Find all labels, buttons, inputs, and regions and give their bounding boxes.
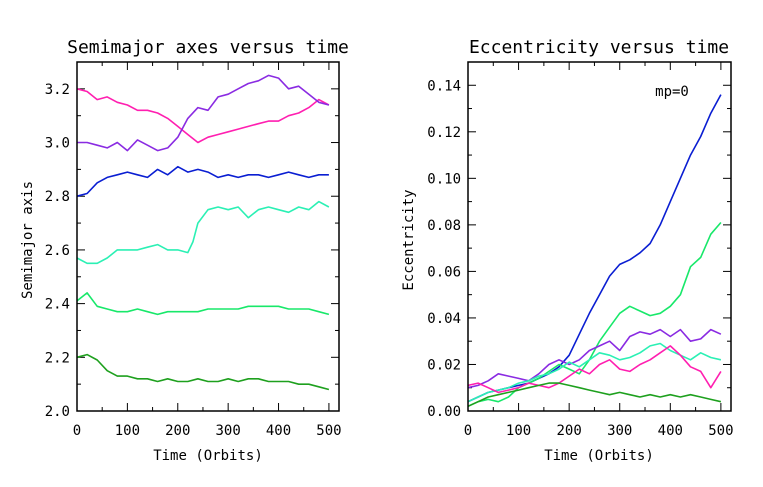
y-tick-label: 0.04	[427, 311, 461, 327]
semimajor-axes-panel: Semimajor axes versus time Time (Orbits)…	[20, 37, 349, 464]
plot-frame	[76, 61, 340, 412]
chart-title: Eccentricity versus time	[469, 37, 729, 58]
y-tick-label: 0.14	[427, 78, 461, 94]
annotation-mp: mp=0	[655, 84, 689, 100]
x-axis-label: Time (Orbits)	[153, 448, 263, 464]
series-line-spring-green	[467, 221, 722, 408]
series-line-green	[76, 353, 330, 391]
y-tick-label: 0.02	[427, 357, 461, 373]
x-tick-label: 500	[316, 423, 341, 439]
x-tick-label: 500	[708, 423, 733, 439]
y-tick-label: 0.06	[427, 264, 461, 280]
x-tick-label: 200	[165, 423, 190, 439]
x-tick-label: 400	[266, 423, 291, 439]
plot-frame	[467, 61, 732, 412]
series-line-magenta	[467, 345, 722, 394]
chart-title: Semimajor axes versus time	[67, 37, 349, 58]
y-axis-label: Semimajor axis	[20, 181, 36, 299]
series-line-magenta	[76, 88, 330, 144]
x-tick-label: 0	[464, 423, 472, 439]
series-line-blue	[76, 165, 329, 197]
y-tick-label: 2.0	[45, 404, 70, 420]
x-tick-label: 100	[506, 423, 531, 439]
x-axis-label: Time (Orbits)	[544, 448, 654, 464]
x-tick-label: 200	[557, 423, 582, 439]
y-tick-label: 0.00	[427, 404, 461, 420]
x-tick-label: 400	[658, 423, 683, 439]
y-tick-label: 0.10	[427, 171, 461, 187]
eccentricity-panel: Eccentricity versus time Time (Orbits) E…	[401, 37, 734, 464]
y-tick-label: 2.2	[45, 350, 70, 366]
series-line-purple	[77, 74, 330, 152]
y-tick-label: 0.08	[427, 218, 461, 234]
series-line-aquamarine	[76, 200, 330, 265]
series-line-spring-green	[76, 292, 330, 316]
y-tick-label: 3.2	[45, 82, 70, 98]
y-tick-label: 2.8	[45, 189, 70, 205]
x-tick-label: 300	[216, 423, 241, 439]
y-axis-label: Eccentricity	[401, 189, 417, 290]
series-line-green	[467, 382, 722, 408]
x-tick-label: 0	[73, 423, 81, 439]
x-tick-label: 300	[607, 423, 632, 439]
series-line-purple	[467, 328, 722, 389]
y-tick-label: 0.12	[427, 125, 461, 141]
x-tick-label: 100	[115, 423, 140, 439]
y-tick-label: 3.0	[45, 136, 70, 152]
y-tick-label: 2.6	[45, 243, 70, 259]
y-tick-label: 2.4	[45, 297, 70, 313]
